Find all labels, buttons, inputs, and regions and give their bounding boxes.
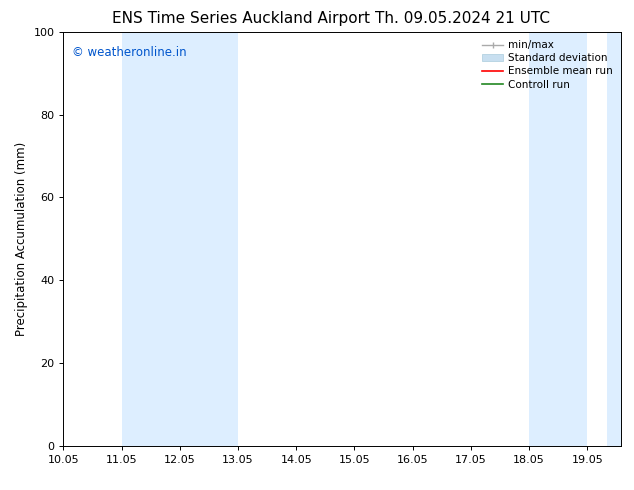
Bar (607, 32, 621, 446)
Text: Th. 09.05.2024 21 UTC: Th. 09.05.2024 21 UTC (375, 11, 550, 26)
Y-axis label: Precipitation Accumulation (mm): Precipitation Accumulation (mm) (15, 142, 28, 336)
Legend: min/max, Standard deviation, Ensemble mean run, Controll run: min/max, Standard deviation, Ensemble me… (479, 37, 616, 93)
Bar (529, 32, 587, 446)
Bar (122, 32, 238, 446)
Text: © weatheronline.in: © weatheronline.in (72, 47, 186, 59)
Text: ENS Time Series Auckland Airport: ENS Time Series Auckland Airport (112, 11, 370, 26)
